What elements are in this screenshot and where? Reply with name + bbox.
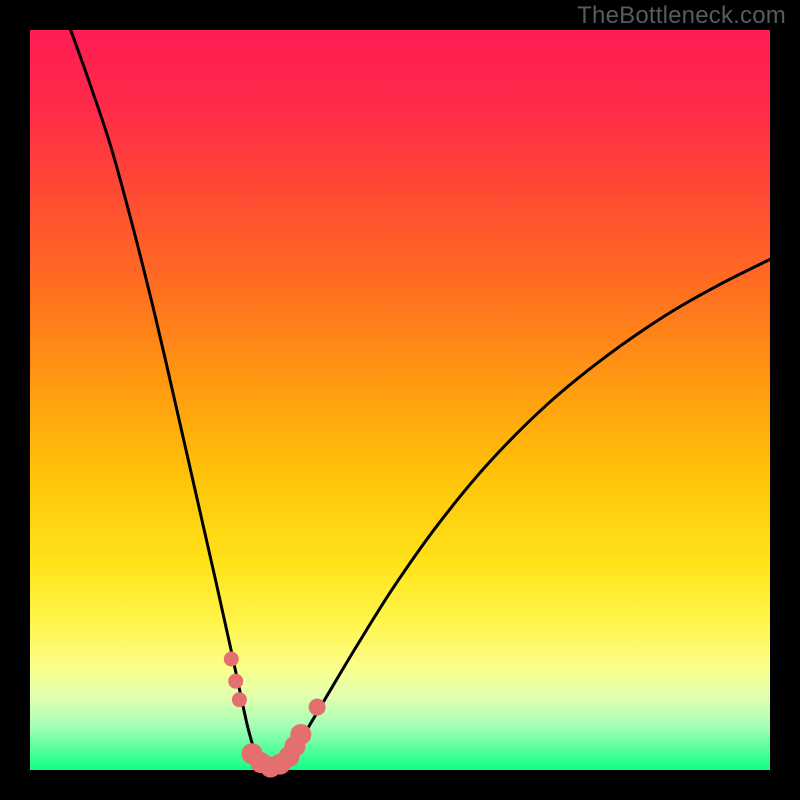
- stage: TheBottleneck.com: [0, 0, 800, 800]
- data-dot: [229, 674, 243, 688]
- bottleneck-chart: [0, 0, 800, 800]
- data-dot: [309, 699, 325, 715]
- gradient-panel: [30, 30, 770, 770]
- data-dot: [291, 724, 311, 744]
- data-dot: [232, 693, 246, 707]
- watermark: TheBottleneck.com: [577, 2, 786, 30]
- data-dot: [224, 652, 238, 666]
